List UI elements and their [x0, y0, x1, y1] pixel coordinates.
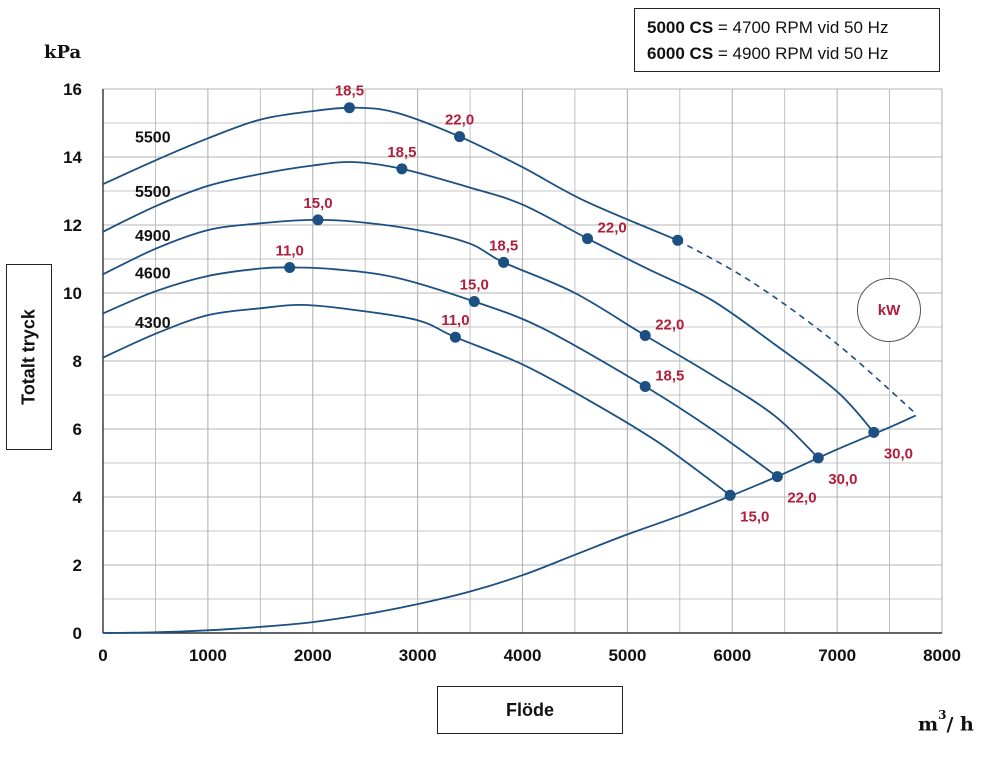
power-label: 22,0 [598, 220, 627, 237]
curve-label: 5500 [135, 130, 171, 147]
power-label: 22,0 [787, 490, 816, 507]
rpm-note-line-2: 6000 CS = 4900 RPM vid 50 Hz [647, 44, 889, 63]
y-axis-label-box: Totalt tryck [6, 264, 52, 450]
data-point-marker [582, 233, 594, 245]
data-point-marker [343, 102, 355, 114]
system-curve-line [102, 414, 917, 634]
curve-label: 4600 [135, 266, 171, 283]
x-tick-label: 7000 [818, 646, 856, 665]
rpm-note-box: 5000 CS = 4700 RPM vid 50 Hz 6000 CS = 4… [634, 8, 940, 72]
curve-4900-2-line [102, 218, 819, 459]
data-point-marker [672, 234, 684, 246]
power-label: 18,5 [335, 83, 364, 100]
data-point-marker [468, 296, 480, 307]
power-label: 22,0 [655, 317, 684, 334]
x-axis-label-box: Flöde [437, 686, 623, 734]
x-tick-label: 1000 [189, 646, 227, 665]
y-tick-label: 8 [73, 352, 82, 371]
curve-label: 5500 [135, 184, 171, 201]
y-tick-label: 0 [73, 624, 82, 643]
power-label: 22,0 [445, 112, 474, 129]
data-point-marker [639, 381, 651, 392]
y-axis-label: Totalt tryck [18, 309, 39, 405]
power-label: 15,0 [740, 508, 769, 525]
data-point-marker [396, 163, 408, 175]
y-tick-label: 12 [63, 216, 82, 235]
x-axis-label: Flöde [506, 699, 554, 720]
power-label: 18,5 [387, 144, 416, 161]
curve-5500-0-line [102, 106, 679, 242]
x-tick-label: 8000 [923, 646, 961, 665]
x-tick-label: 0 [98, 646, 107, 665]
curve-4600-3-line [102, 266, 778, 478]
y-tick-label: 2 [73, 556, 82, 575]
data-point-marker [639, 330, 651, 341]
x-tick-label: 5000 [608, 646, 646, 665]
power-label: 11,0 [441, 312, 469, 329]
rpm-note-line-1: 5000 CS = 4700 RPM vid 50 Hz [647, 18, 889, 37]
power-label: 30,0 [828, 471, 857, 488]
y-tick-label: 16 [63, 80, 82, 99]
data-point-marker [498, 256, 510, 268]
data-point-marker [284, 262, 296, 273]
x-tick-label: 3000 [399, 646, 437, 665]
y-tick-label: 6 [73, 420, 82, 439]
curve-label: 4300 [135, 315, 171, 332]
data-point-marker [449, 331, 461, 343]
power-label: 18,5 [655, 368, 684, 385]
data-point-marker [454, 131, 466, 143]
power-label: 18,5 [489, 237, 518, 254]
power-label: 15,0 [303, 195, 332, 212]
x-unit-label: m3/ h [918, 708, 974, 736]
kw-badge: kW [857, 278, 921, 342]
y-tick-label: 10 [63, 284, 82, 303]
x-tick-label: 4000 [504, 646, 542, 665]
curve-4300-4-line [102, 303, 731, 497]
power-label: 30,0 [884, 445, 913, 462]
power-label: 11,0 [275, 243, 303, 260]
x-tick-label: 2000 [294, 646, 332, 665]
y-tick-label: 4 [73, 488, 83, 507]
curve-label: 4900 [135, 228, 171, 245]
curve-5500-1-line [102, 161, 875, 434]
data-point-marker [312, 214, 324, 226]
x-tick-label: 6000 [713, 646, 751, 665]
power-label: 15,0 [460, 277, 489, 294]
y-tick-label: 14 [63, 148, 82, 167]
y-unit-label: kPa [44, 42, 82, 63]
